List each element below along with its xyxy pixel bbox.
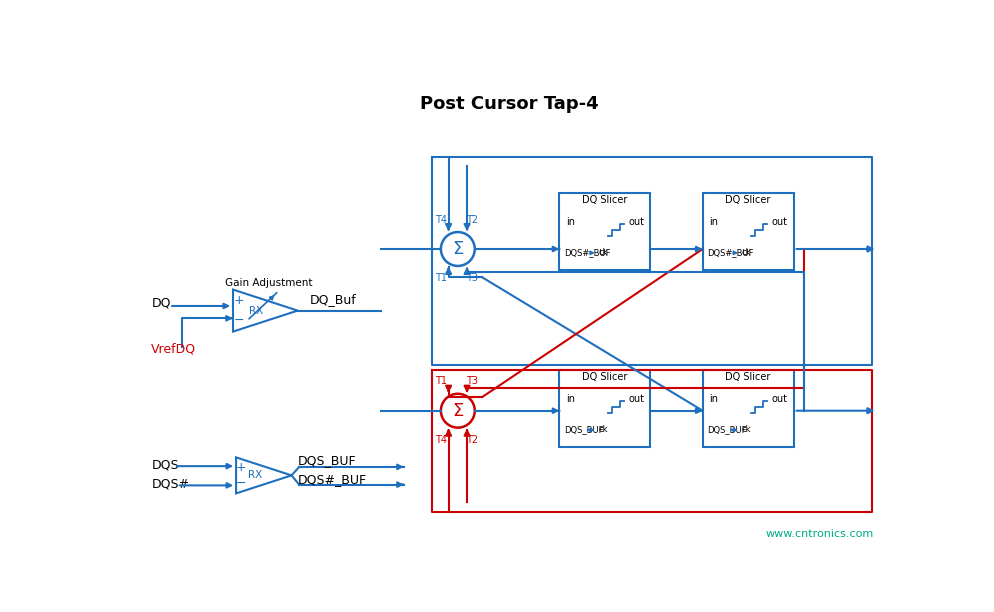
Text: −: −: [234, 314, 245, 327]
Text: DQ Slicer: DQ Slicer: [726, 195, 770, 205]
Text: DQS#_BUF: DQS#_BUF: [297, 472, 367, 486]
Text: out: out: [628, 217, 644, 227]
Text: in: in: [709, 217, 718, 227]
Text: T4: T4: [435, 215, 447, 225]
Text: RX: RX: [248, 471, 262, 480]
Text: −: −: [236, 477, 247, 490]
Text: $\Sigma$: $\Sigma$: [451, 401, 464, 420]
Text: Gain Adjustment: Gain Adjustment: [225, 278, 312, 288]
FancyBboxPatch shape: [560, 370, 650, 447]
Text: DQS_BUF: DQS_BUF: [297, 454, 356, 467]
FancyBboxPatch shape: [703, 193, 793, 270]
Text: +: +: [234, 294, 245, 307]
Text: out: out: [628, 394, 644, 404]
Text: DQ_Buf: DQ_Buf: [310, 293, 357, 307]
Text: ck: ck: [598, 248, 608, 258]
Text: T3: T3: [465, 376, 477, 386]
Text: DQS#_BUF: DQS#_BUF: [565, 248, 610, 258]
Text: out: out: [771, 394, 787, 404]
Text: +: +: [236, 461, 247, 474]
Text: DQ Slicer: DQ Slicer: [582, 372, 627, 382]
Text: $\Sigma$: $\Sigma$: [451, 240, 464, 258]
Text: www.cntronics.com: www.cntronics.com: [765, 529, 874, 539]
Text: T1: T1: [435, 274, 447, 283]
Text: T4: T4: [435, 435, 447, 445]
Text: RX: RX: [248, 305, 262, 316]
Text: DQS_BUF: DQS_BUF: [565, 425, 603, 435]
Text: VrefDQ: VrefDQ: [151, 343, 197, 356]
Text: T2: T2: [465, 435, 478, 445]
Text: DQ: DQ: [151, 296, 171, 310]
Text: ck: ck: [598, 425, 608, 435]
Text: DQS: DQS: [151, 458, 179, 471]
FancyBboxPatch shape: [560, 193, 650, 270]
Text: DQS_BUF: DQS_BUF: [708, 425, 746, 435]
Text: in: in: [709, 394, 718, 404]
Text: in: in: [566, 394, 575, 404]
Text: DQ Slicer: DQ Slicer: [582, 195, 627, 205]
Text: ck: ck: [742, 425, 751, 435]
Text: Post Cursor Tap-4: Post Cursor Tap-4: [420, 95, 598, 113]
Text: ck: ck: [742, 248, 751, 258]
Text: T2: T2: [465, 215, 478, 225]
Text: T3: T3: [465, 274, 477, 283]
Text: T1: T1: [435, 376, 447, 386]
Text: DQS#_BUF: DQS#_BUF: [708, 248, 753, 258]
Text: in: in: [566, 217, 575, 227]
Text: out: out: [771, 217, 787, 227]
Text: DQ Slicer: DQ Slicer: [726, 372, 770, 382]
FancyBboxPatch shape: [703, 370, 793, 447]
Text: DQS#: DQS#: [151, 477, 190, 490]
